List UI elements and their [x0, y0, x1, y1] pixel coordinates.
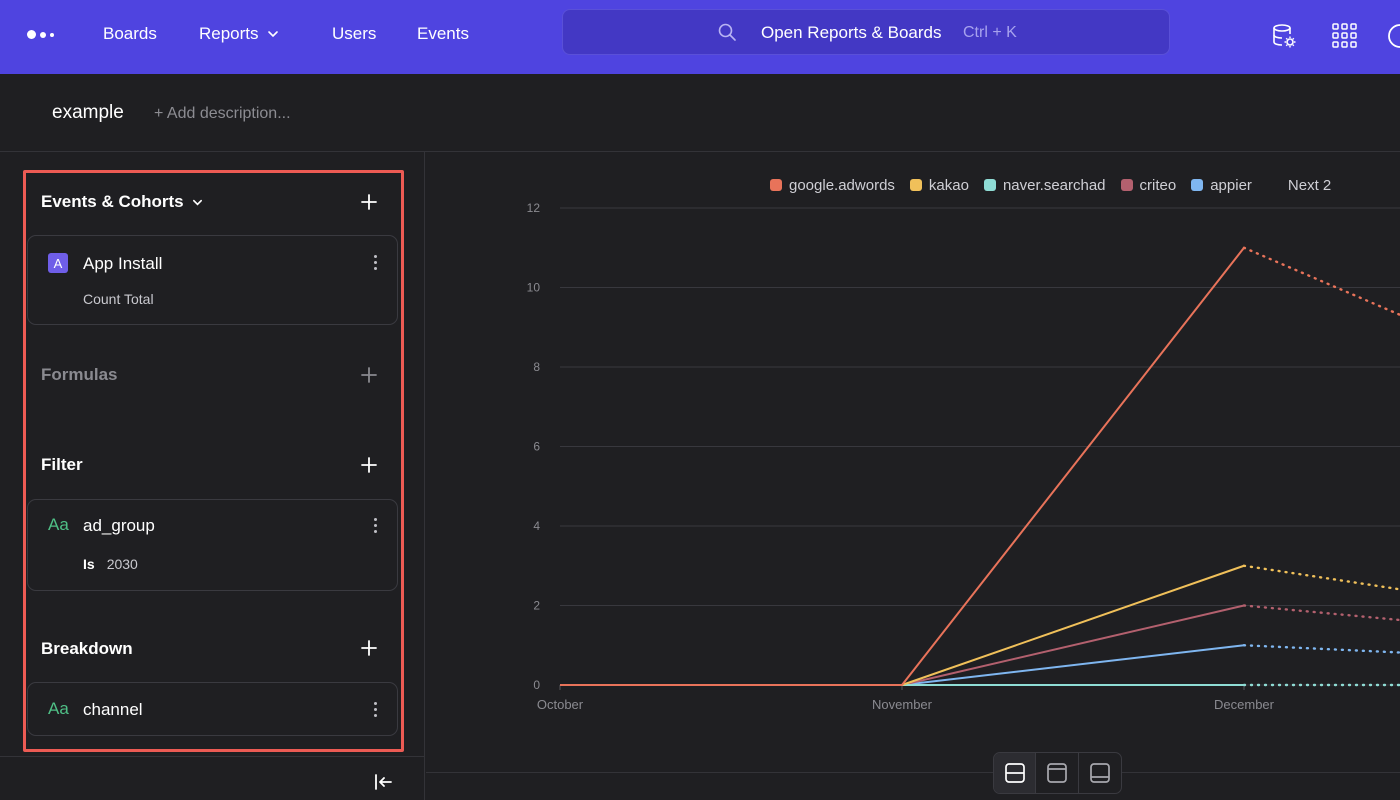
legend-label: google.adwords — [789, 176, 895, 194]
nav-reports-label: Reports — [199, 24, 259, 43]
breakdown-more-options-icon[interactable] — [372, 702, 378, 720]
nav-users-label: Users — [332, 24, 377, 43]
filter-more-options-icon[interactable] — [372, 518, 378, 536]
layout-table-only-button[interactable] — [1079, 753, 1121, 793]
layout-split-button[interactable] — [994, 753, 1037, 793]
legend-swatch — [1191, 179, 1204, 191]
layout-chart-only-button[interactable] — [1036, 753, 1079, 793]
chart-legend: google.adwords kakao naver.searchad criteo a… — [770, 175, 1331, 195]
add-breakdown-button[interactable] — [360, 639, 378, 657]
breakdown-property: channel — [83, 700, 143, 719]
layout-bottom-icon — [1089, 763, 1110, 783]
filter-header: Filter — [41, 455, 83, 475]
legend-item-google-adwords[interactable]: google.adwords — [770, 177, 895, 194]
filter-value: 2030 — [106, 556, 138, 572]
x-tick-label: October — [537, 697, 584, 712]
legend-swatch — [1120, 179, 1133, 191]
legend-label: kakao — [928, 176, 969, 194]
series-forecast-line-appier — [1242, 644, 1400, 654]
filter-property: ad_group — [83, 516, 155, 535]
event-measure[interactable]: Count Total — [83, 291, 154, 307]
event-card[interactable]: A App Install Count Total — [27, 235, 398, 325]
breakdown-card[interactable]: Aa channel — [27, 682, 398, 736]
series-forecast-line-google-adwords — [1242, 246, 1400, 317]
legend-item-kakao[interactable]: kakao — [909, 176, 969, 194]
string-type-badge: Aa — [48, 699, 69, 718]
y-tick-label: 10 — [527, 281, 541, 295]
collapse-panel-icon[interactable] — [372, 771, 394, 793]
nav-boards[interactable]: Boards — [103, 24, 157, 44]
formulas-header: Formulas — [41, 365, 118, 385]
report-title[interactable]: example — [52, 102, 124, 123]
string-type-badge: Aa — [48, 515, 69, 534]
chevron-down-icon — [192, 199, 202, 206]
formulas-title: Formulas — [41, 365, 118, 384]
y-tick-label: 6 — [533, 440, 540, 454]
search-icon — [718, 23, 736, 41]
y-tick-label: 4 — [533, 519, 540, 533]
x-tick-label: December — [1214, 697, 1275, 712]
chevron-down-icon — [267, 31, 278, 38]
legend-label: naver.searchad — [1002, 176, 1106, 194]
y-tick-label: 8 — [533, 360, 540, 374]
nav-events-label: Events — [417, 24, 469, 43]
events-cohorts-title: Events & Cohorts — [41, 192, 184, 211]
y-tick-label: 0 — [533, 678, 540, 692]
event-name: App Install — [83, 254, 163, 273]
y-tick-label: 12 — [527, 201, 541, 215]
add-event-button[interactable] — [360, 193, 378, 211]
filter-condition[interactable]: Is 2030 — [83, 556, 138, 572]
series-line-google-adwords — [560, 247, 1245, 686]
series-line-criteo — [560, 604, 1245, 686]
nav-reports[interactable]: Reports — [199, 24, 279, 44]
add-formula-button[interactable] — [360, 366, 378, 384]
database-settings-icon[interactable] — [1270, 22, 1298, 50]
search-shortcut-hint: Ctrl + K — [963, 24, 1017, 41]
chart-divider — [426, 772, 1400, 773]
line-chart[interactable]: 0 2 4 6 8 10 12 October November December — [426, 152, 1400, 752]
panel-divider — [0, 756, 425, 757]
layout-toggle — [993, 752, 1122, 794]
series-line-kakao — [560, 564, 1245, 686]
legend-next-button[interactable]: Next 2 — [1287, 176, 1332, 194]
report-header: example + Add description... — [0, 74, 1400, 152]
events-cohorts-header[interactable]: Events & Cohorts — [41, 192, 203, 212]
legend-item-criteo[interactable]: criteo — [1120, 176, 1177, 194]
top-navigation-bar: Boards Reports Users Events Open Reports… — [0, 0, 1400, 74]
filter-operator: Is — [83, 556, 95, 572]
x-tick-label: November — [872, 697, 933, 712]
app-grid-icon[interactable] — [1331, 22, 1359, 50]
search-label: Open Reports & Boards — [761, 23, 942, 42]
legend-item-naver-searchad[interactable]: naver.searchad — [983, 176, 1106, 194]
help-icon[interactable] — [1388, 22, 1400, 50]
legend-swatch — [770, 179, 782, 191]
breakdown-title: Breakdown — [41, 639, 133, 658]
add-description-input[interactable]: + Add description... — [154, 105, 291, 122]
y-tick-label: 2 — [533, 599, 540, 613]
series-forecast-line-criteo — [1242, 604, 1400, 622]
add-filter-button[interactable] — [360, 456, 378, 474]
search-bar[interactable]: Open Reports & Boards Ctrl + K — [562, 9, 1170, 55]
filter-title: Filter — [41, 455, 83, 474]
logo-icon[interactable] — [27, 30, 54, 39]
series-line-appier — [560, 644, 1245, 686]
event-type-badge: A — [48, 253, 68, 273]
legend-swatch — [909, 179, 922, 191]
event-more-options-icon[interactable] — [372, 255, 378, 273]
breakdown-header: Breakdown — [41, 639, 133, 659]
layout-split-icon — [1004, 763, 1025, 783]
legend-label: criteo — [1139, 176, 1177, 194]
legend-label: appier — [1210, 176, 1252, 194]
chart-area: 0 2 4 6 8 10 12 October November December google.… — [426, 152, 1400, 800]
filter-card[interactable]: Aa ad_group Is 2030 — [27, 499, 398, 591]
legend-swatch — [983, 179, 996, 191]
nav-boards-label: Boards — [103, 24, 157, 43]
nav-events[interactable]: Events — [417, 24, 469, 44]
series-forecast-line-kakao — [1242, 564, 1400, 591]
legend-item-appier[interactable]: appier — [1191, 177, 1252, 194]
nav-users[interactable]: Users — [332, 24, 376, 44]
layout-top-icon — [1047, 763, 1067, 783]
